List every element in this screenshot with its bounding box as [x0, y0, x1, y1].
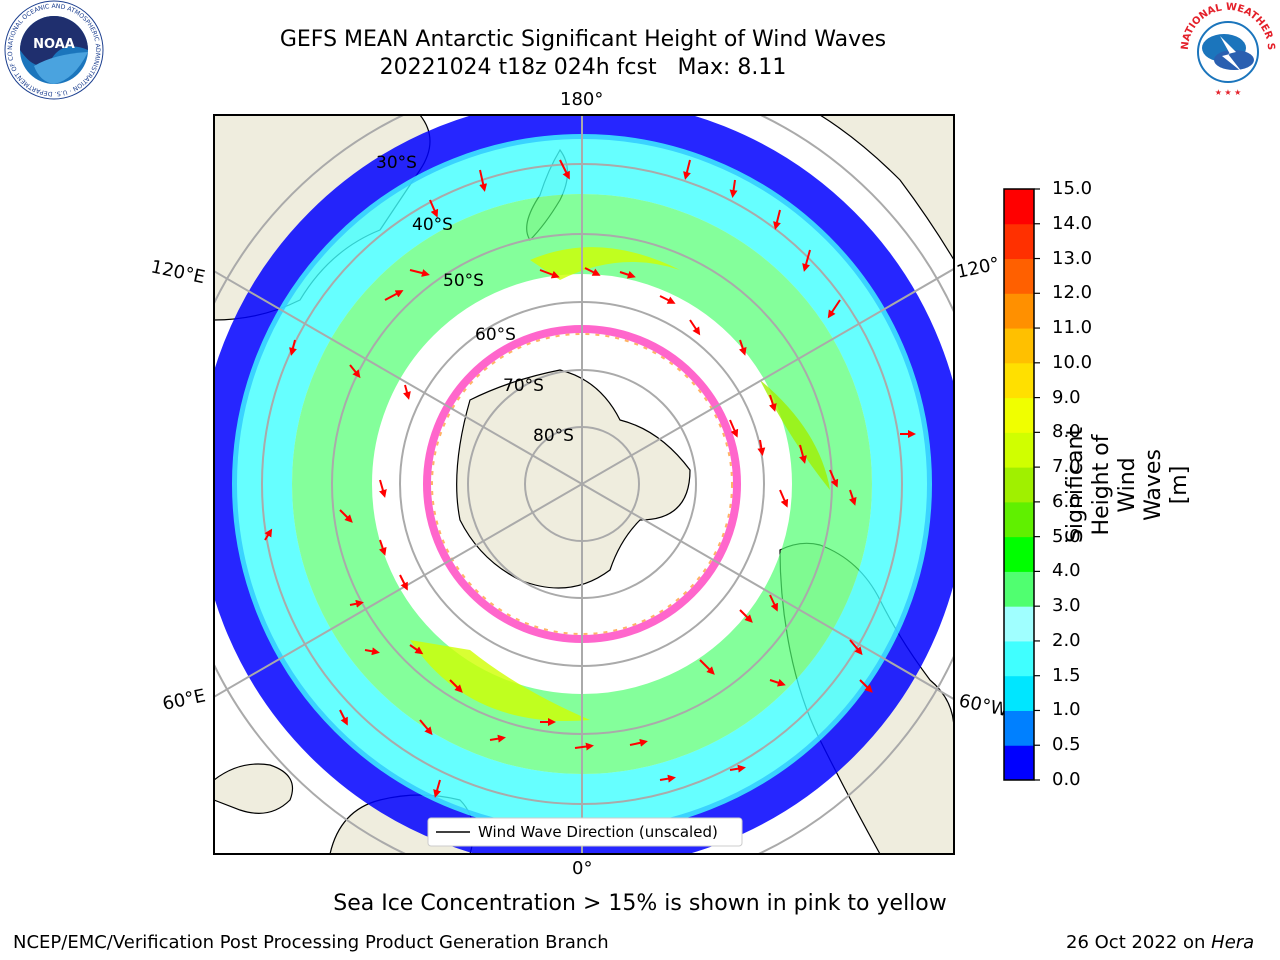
- lat-label-80s: 80°S: [533, 426, 574, 446]
- lon-label-180: 180°: [560, 89, 603, 110]
- nws-logo: NATIONAL WEATHER SERVICE ★ ★ ★: [1172, 0, 1280, 100]
- colorbar-cell: [1004, 501, 1034, 538]
- colorbar-tick-label: 0.5: [1052, 734, 1081, 756]
- colorbar-cell: [1004, 640, 1034, 677]
- colorbar-tick-label: 11.0: [1052, 317, 1093, 339]
- colorbar-tick-label: 7.0: [1052, 456, 1081, 478]
- map-legend-box: [427, 817, 743, 847]
- lon-label-120w: 120°: [955, 253, 1002, 283]
- colorbar-tick-marks: [1034, 188, 1040, 781]
- colorbar-cell: [1004, 223, 1034, 260]
- lon-label-60w: 60°W: [957, 690, 1010, 721]
- colorbar-cell: [1004, 362, 1034, 399]
- colorbar-cell: [1004, 467, 1034, 503]
- footer-date-text: 26 Oct 2022 on: [1066, 932, 1212, 953]
- colorbar-tick-label: 13.0: [1052, 247, 1093, 269]
- colorbar-tick-label: 8.0: [1052, 421, 1081, 443]
- colorbar-cell: [1004, 189, 1034, 225]
- colorbar-cell: [1004, 432, 1034, 468]
- colorbar-tick-label: 9.0: [1052, 386, 1081, 408]
- colorbar-tick-label: 12.0: [1052, 282, 1093, 304]
- noaa-logo-text: NOAA: [33, 37, 75, 52]
- colorbar-tick-label: 15.0: [1052, 178, 1093, 199]
- pacific-corner-land: [818, 115, 954, 262]
- map-frame: [213, 114, 955, 855]
- colorbar-label-line1: Significant Height of Wind Waves [m]: [1063, 426, 1192, 544]
- wave-max-zone-atlantic: [410, 640, 590, 721]
- sea-ice-note: Sea Ice Concentration > 15% is shown in …: [333, 891, 947, 916]
- wind-wave-arrows: [264, 159, 916, 798]
- chart-subtitle-forecast: 20221024 t18z 024h fcst Max: 8.11: [379, 55, 787, 80]
- colorbar-label: Significant Height of Wind Waves [m]: [1063, 427, 1193, 543]
- colorbar-tick-label: 14.0: [1052, 212, 1093, 234]
- lat-label-70s: 70°S: [503, 376, 544, 396]
- sea-ice-inner-edge: [431, 333, 733, 635]
- lon-label-0: 0°: [572, 858, 592, 879]
- colorbar-cell: [1004, 675, 1034, 711]
- colorbar-cell: [1004, 397, 1034, 433]
- wave-max-zone-pacific: [530, 247, 680, 280]
- colorbar-cell: [1004, 293, 1034, 329]
- chart-title: GEFS MEAN Antarctic Significant Height o…: [279, 27, 887, 52]
- colorbar-tick-label: 4.0: [1052, 560, 1081, 582]
- colorbar-tick-label: 1.5: [1052, 664, 1081, 686]
- colorbar-cell: [1004, 258, 1034, 294]
- footer-date: 26 Oct 2022 on Hera: [1066, 932, 1254, 954]
- map-legend-label: Wind Wave Direction (unscaled): [478, 823, 718, 841]
- colorbar-tick-label: 10.0: [1052, 351, 1093, 373]
- svg-text:★ ★ ★: ★ ★ ★: [1215, 88, 1242, 97]
- noaa-logo: NATIONAL OCEANIC AND ATMOSPHERIC ADMINIS…: [1, 0, 104, 100]
- footer-branch: NCEP/EMC/Verification Post Processing Pr…: [13, 932, 609, 953]
- wave-max-zone-east: [760, 380, 830, 490]
- colorbar-cell: [1004, 571, 1034, 607]
- lon-label-60e: 60°E: [161, 685, 208, 715]
- colorbar-cell: [1004, 536, 1034, 572]
- colorbar-cell: [1004, 710, 1034, 746]
- colorbar-tick-label: 2.0: [1052, 629, 1081, 651]
- colorbar-tick-label: 5.0: [1052, 525, 1081, 547]
- lat-label-50s: 50°S: [443, 271, 484, 291]
- madagascar-landmass: [214, 763, 294, 814]
- lat-label-60s: 60°S: [475, 325, 516, 345]
- colorbar: [1004, 189, 1034, 781]
- footer-host: Hera: [1211, 932, 1255, 953]
- lat-label-30s: 30°S: [376, 153, 417, 173]
- colorbar-frame: [1003, 188, 1035, 781]
- colorbar-tick-label: 3.0: [1052, 595, 1081, 617]
- lon-label-120e: 120°E: [149, 256, 207, 288]
- colorbar-cell: [1004, 745, 1034, 781]
- lat-label-40s: 40°S: [412, 215, 453, 235]
- colorbar-tick-label: 6.0: [1052, 490, 1081, 512]
- colorbar-cell: [1004, 328, 1034, 364]
- colorbar-cell: [1004, 606, 1034, 642]
- colorbar-tick-label: 1.0: [1052, 699, 1081, 721]
- colorbar-tick-label: 0.0: [1052, 769, 1081, 790]
